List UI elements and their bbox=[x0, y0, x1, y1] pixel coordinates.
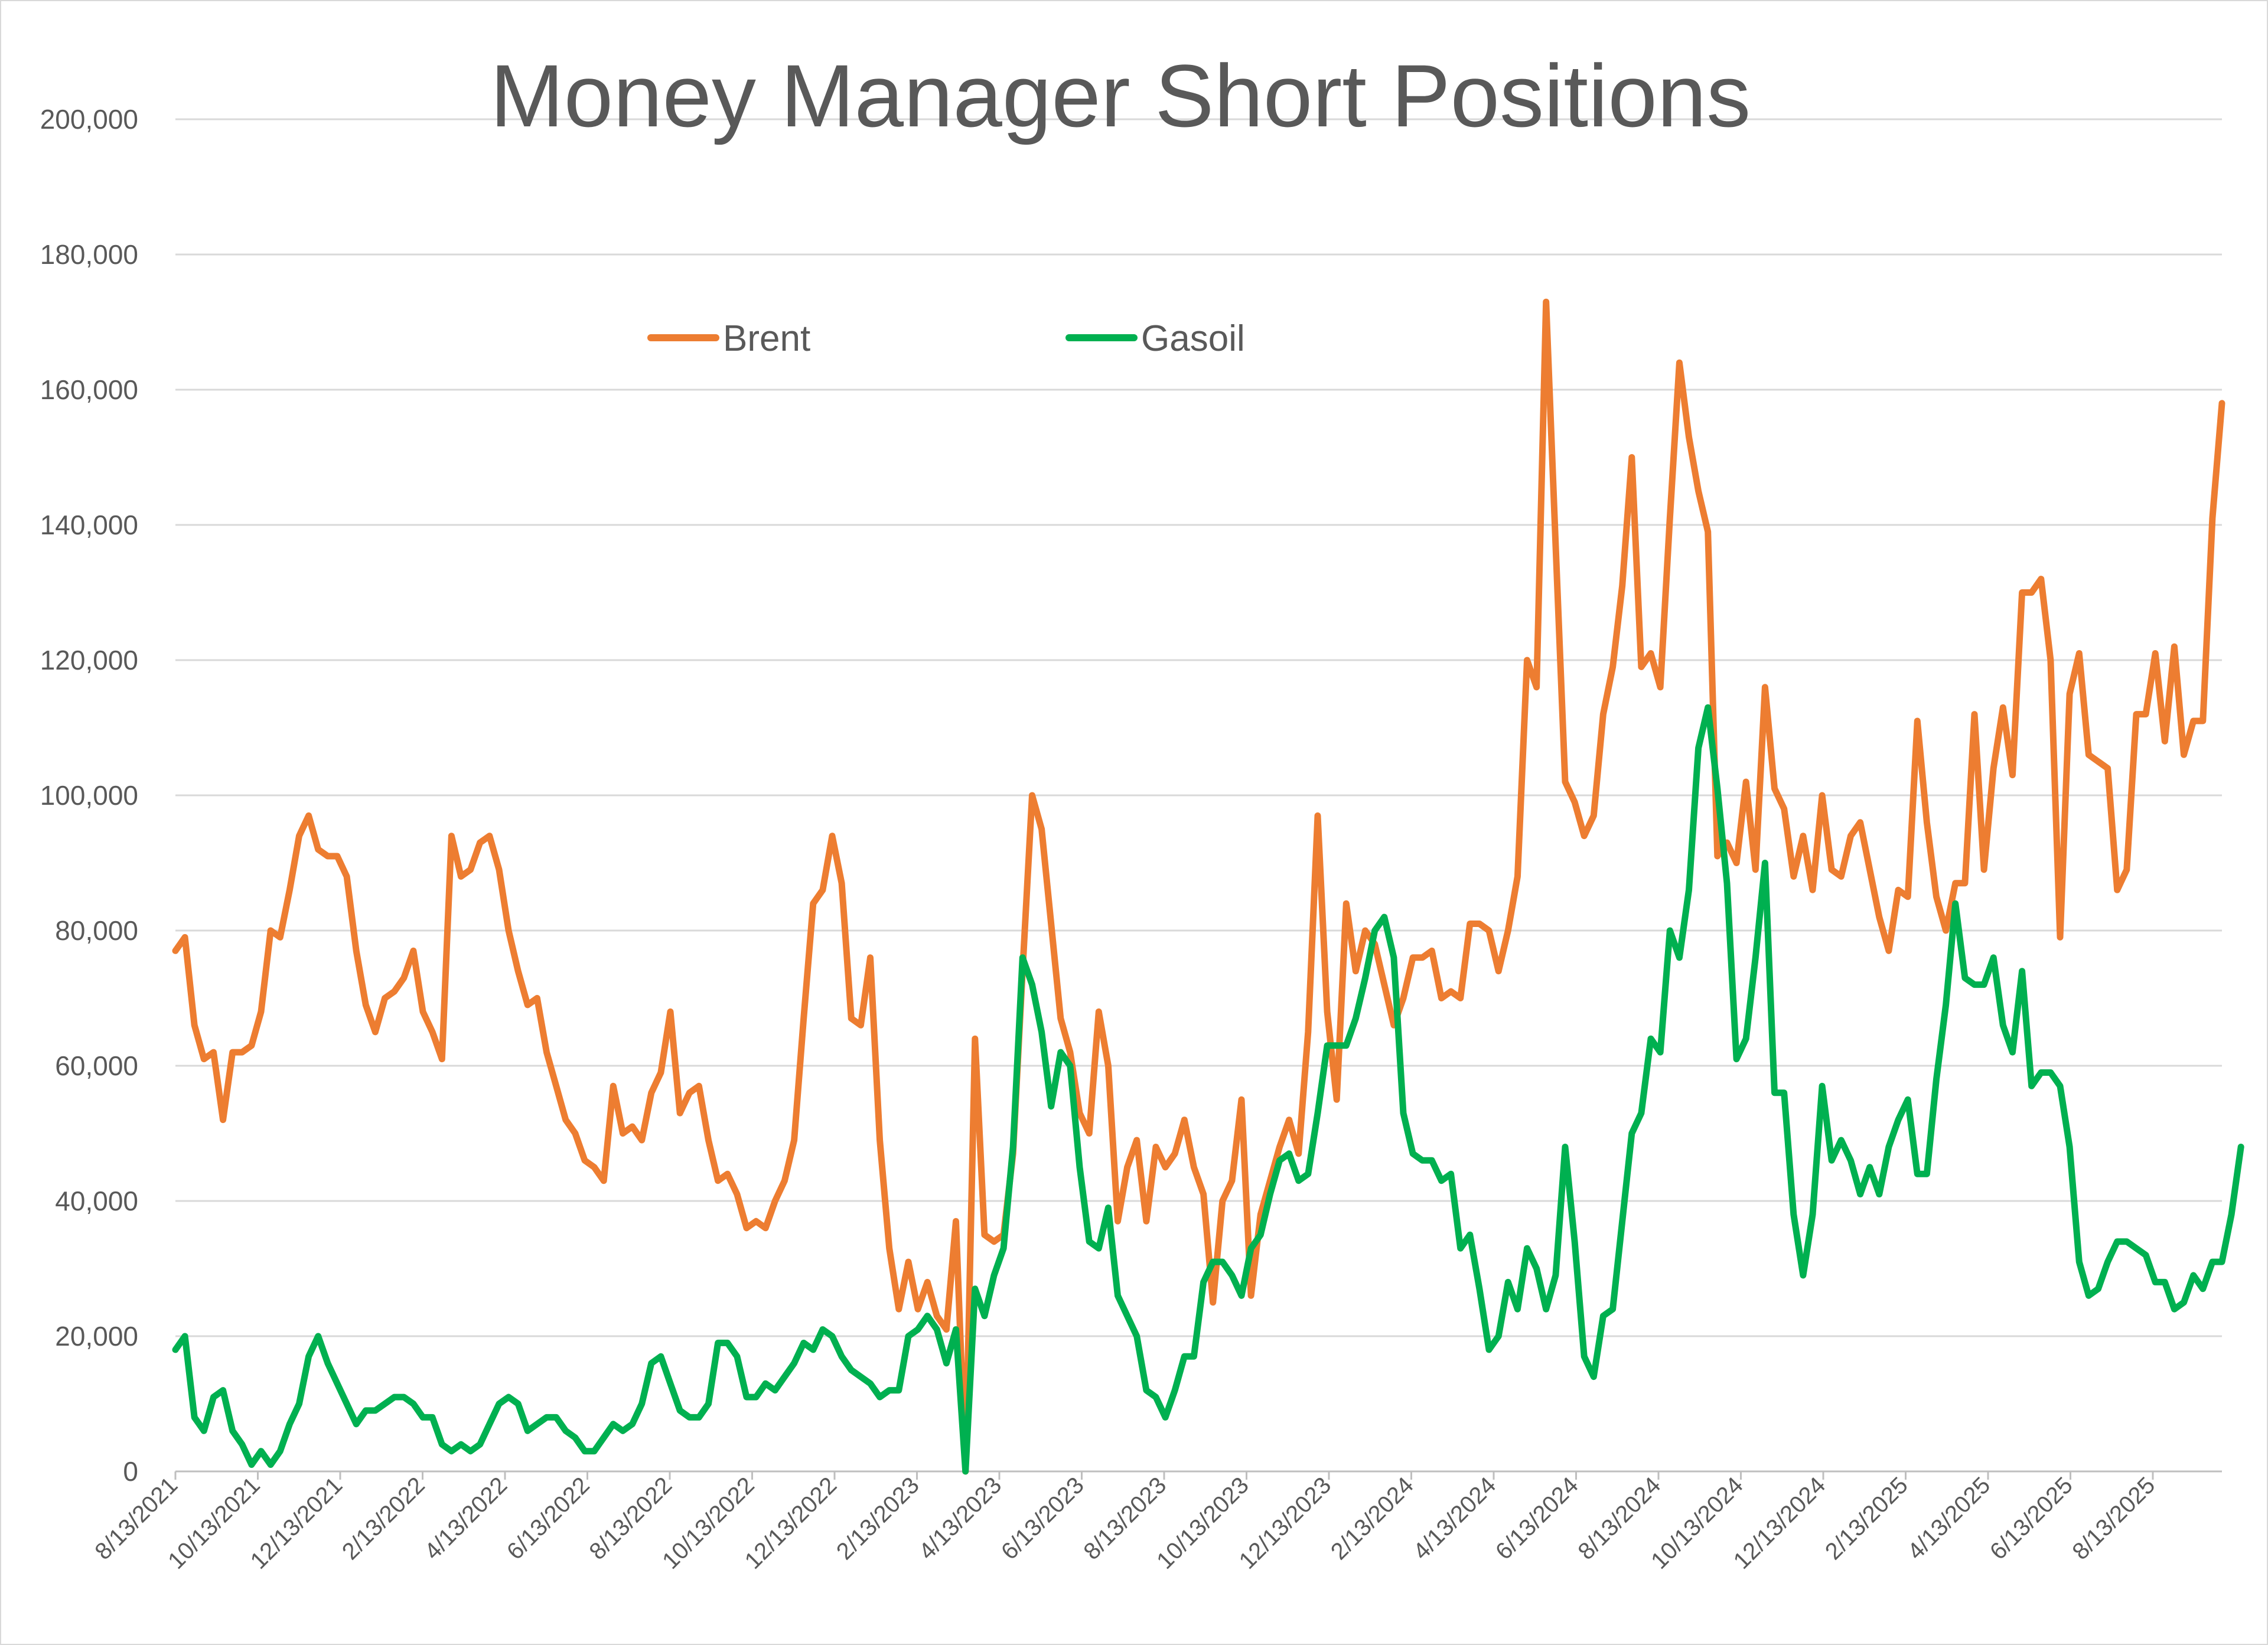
axes: 0 20,000 40,000 60,000 80,000 100,000 120,000 1… bbox=[40, 104, 2222, 1574]
legend: Brent Gasoil bbox=[647, 318, 1245, 359]
x-tick-label: 6/13/2022 bbox=[502, 1472, 595, 1565]
x-tick-label: 2/13/2023 bbox=[832, 1472, 924, 1565]
y-tick-label: 60,000 bbox=[55, 1050, 138, 1081]
y-tick-label: 20,000 bbox=[55, 1321, 138, 1352]
y-tick-label: 140,000 bbox=[40, 510, 138, 540]
y-tick-label: 80,000 bbox=[55, 915, 138, 946]
y-tick-label: 120,000 bbox=[40, 645, 138, 675]
y-tick-label: 0 bbox=[123, 1456, 138, 1487]
x-tick-label: 2/13/2022 bbox=[337, 1472, 430, 1565]
y-tick-label: 100,000 bbox=[40, 780, 138, 811]
x-tick-label: 4/13/2022 bbox=[419, 1472, 512, 1565]
series-line-brent bbox=[172, 298, 2225, 1475]
chart-title: Money Manager Short Positions bbox=[490, 46, 1751, 145]
y-tick-label: 40,000 bbox=[55, 1186, 138, 1216]
x-tick-label: 6/13/2024 bbox=[1491, 1472, 1583, 1565]
y-tick-label: 180,000 bbox=[40, 239, 138, 270]
gridlines bbox=[175, 118, 2222, 1337]
x-tick-label: 2/13/2025 bbox=[1820, 1472, 1913, 1565]
y-tick-label: 160,000 bbox=[40, 374, 138, 405]
x-tick-label: 4/13/2024 bbox=[1408, 1472, 1501, 1565]
x-tick-label: 4/13/2023 bbox=[914, 1472, 1006, 1565]
x-tick-label: 4/13/2025 bbox=[1902, 1472, 1995, 1565]
legend-label-gasoil: Gasoil bbox=[1141, 318, 1245, 359]
x-tick-label: 8/13/2025 bbox=[2067, 1472, 2160, 1565]
x-tick-label: 2/13/2024 bbox=[1326, 1472, 1419, 1565]
legend-label-brent: Brent bbox=[723, 318, 810, 359]
series-lines bbox=[172, 298, 2244, 1475]
x-tick-label: 6/13/2023 bbox=[996, 1472, 1089, 1565]
y-tick-label: 200,000 bbox=[40, 104, 138, 135]
series-line-gasoil bbox=[172, 704, 2244, 1475]
x-tick-label: 6/13/2025 bbox=[1985, 1472, 2078, 1565]
